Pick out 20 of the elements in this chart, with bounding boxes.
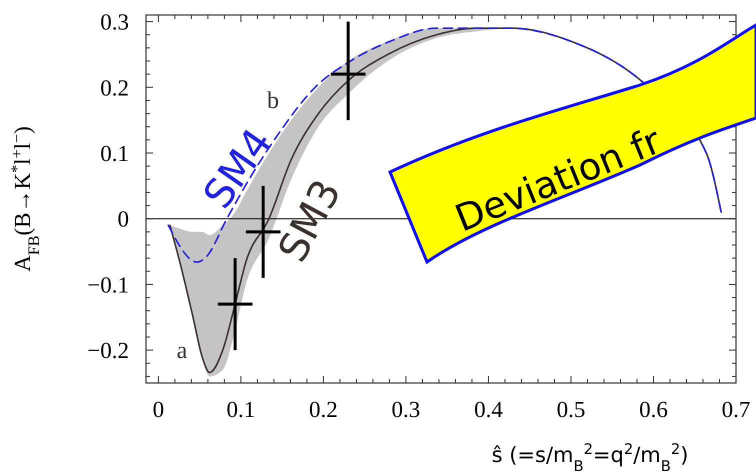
x-tick-label: 0.1 <box>226 397 256 422</box>
x-tick-label: 0.5 <box>556 397 586 422</box>
point <box>344 70 352 78</box>
y-tick-label: −0.2 <box>87 338 129 364</box>
x-tick-label: 0 <box>152 397 164 422</box>
x-tick-label: 0.2 <box>309 397 338 422</box>
annotation: b <box>267 88 279 114</box>
annotation: a <box>176 338 188 364</box>
y-tick-label: −0.1 <box>87 272 129 298</box>
x-tick-label: 0.3 <box>392 397 420 422</box>
text: ŝ (=s/m$_{B}$$^{2}$=q$^{2}$/m$_{B}$$^{2}$) <box>492 440 688 474</box>
y-tick-label: 0.3 <box>100 10 129 35</box>
x-tick-label: 0.7 <box>722 397 750 422</box>
x-tick-label: 0.6 <box>639 397 668 422</box>
y-tick-label: 0.1 <box>100 141 129 166</box>
line-series <box>167 27 722 263</box>
x-tick-label: 0.4 <box>474 397 504 422</box>
text: SM3 <box>270 172 351 270</box>
y-tick-label: 0 <box>118 206 129 232</box>
y-tick-label: 0.2 <box>100 75 129 100</box>
